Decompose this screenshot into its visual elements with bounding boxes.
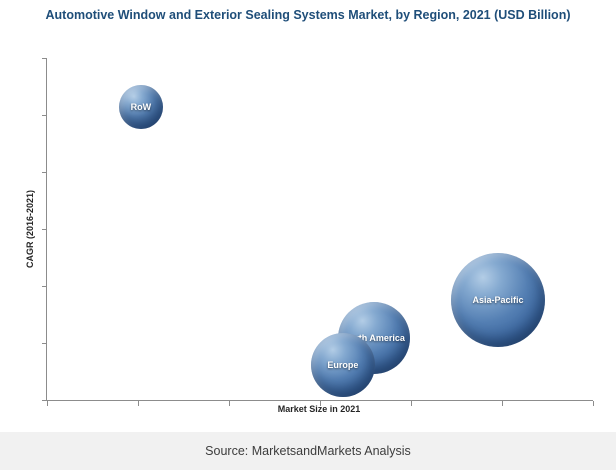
y-axis-tick — [42, 172, 47, 173]
source-text: Source: MarketsandMarkets Analysis — [205, 444, 411, 458]
x-axis-tick — [229, 401, 230, 406]
y-axis-tick — [42, 229, 47, 230]
bubble-label: North America — [343, 333, 405, 344]
x-axis-label: Market Size in 2021 — [277, 404, 361, 414]
x-axis-tick — [411, 401, 412, 406]
bubble-asia-pacific: Asia-Pacific — [450, 253, 545, 348]
y-axis-tick — [42, 400, 47, 401]
chart-title: Automotive Window and Exterior Sealing S… — [45, 8, 571, 22]
y-axis-tick — [42, 286, 47, 287]
x-axis-tick — [320, 401, 321, 406]
bubble-europe: Europe — [310, 333, 375, 398]
bubble-label: RoW — [130, 101, 152, 112]
x-axis-tick — [593, 401, 594, 406]
y-axis-tick — [42, 343, 47, 344]
plot-area: RoW North America Europe Asia-Pacific — [42, 58, 594, 406]
x-axis-tick — [47, 401, 48, 406]
bubble-label: Europe — [327, 360, 359, 371]
y-axis-label: CAGR (2016-2021) — [25, 189, 35, 269]
x-axis-tick — [138, 401, 139, 406]
source-band: Source: MarketsandMarkets Analysis — [0, 432, 616, 470]
bubble-row: RoW — [118, 84, 163, 129]
y-axis-tick — [42, 58, 47, 59]
bubble-label: Asia-Pacific — [472, 295, 524, 306]
x-axis-tick — [502, 401, 503, 406]
y-axis-tick — [42, 115, 47, 116]
